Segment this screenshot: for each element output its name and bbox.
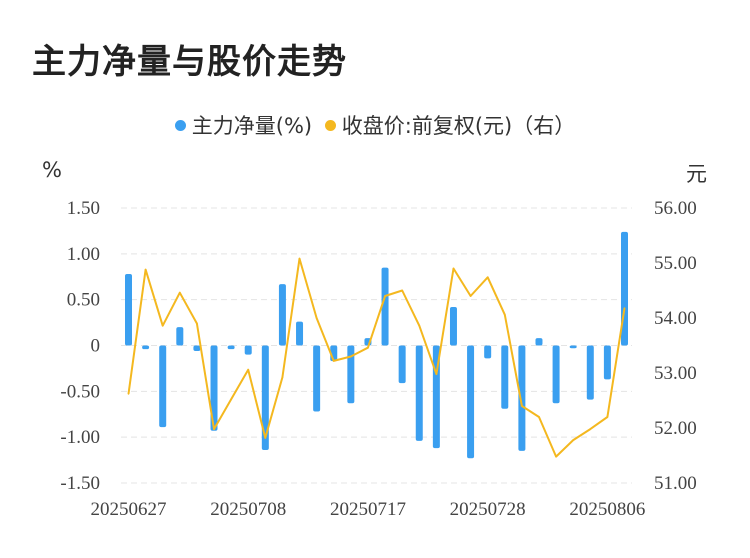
price-point (281, 376, 284, 379)
legend-line-label: 收盘价:前复权(元)（右） (341, 114, 576, 138)
bar (415, 345, 423, 441)
right-axis-unit: 元 (686, 162, 707, 186)
price-point (367, 346, 369, 349)
y-left-tick-label: -1.00 (60, 427, 100, 448)
bar (347, 345, 355, 404)
legend-bar-marker (174, 119, 186, 131)
y-left-tick-label: 0 (91, 336, 101, 357)
bar (518, 345, 526, 451)
legend-line-marker (324, 119, 336, 131)
legend-bar-label: 主力净量(%) (191, 114, 313, 138)
price-point (623, 307, 626, 309)
bar (125, 274, 132, 346)
price-point (332, 360, 335, 362)
bar (398, 345, 406, 384)
price-point (606, 416, 609, 418)
y-right-tick-label: 55.00 (654, 253, 697, 274)
y-left-tick-label: 0.50 (67, 290, 100, 311)
y-left-tick-label: -0.50 (60, 381, 100, 402)
chart-title: 主力净量与股价走势 (32, 42, 347, 82)
price-point (589, 428, 592, 430)
bar (176, 327, 184, 346)
price-point (418, 324, 421, 327)
bar (569, 345, 577, 349)
bar (261, 345, 269, 450)
bar (278, 284, 286, 346)
x-tick-label: 20250728 (450, 499, 526, 520)
bar (193, 345, 201, 351)
bar (210, 345, 218, 431)
price-point (452, 267, 455, 270)
bar (244, 345, 252, 355)
bar (313, 345, 321, 412)
price-point (179, 291, 181, 294)
x-tick-label: 20250708 (210, 499, 286, 520)
price-point (384, 295, 386, 297)
bar (535, 338, 543, 346)
bar (586, 345, 594, 400)
y-left-tick-label: 1.50 (67, 198, 100, 219)
price-point (572, 439, 574, 441)
legend: 主力净量(%) 收盘价:前复权(元)（右） (0, 110, 750, 140)
bar (381, 267, 389, 346)
bar (227, 345, 235, 350)
price-point (503, 313, 506, 316)
price-point (555, 455, 557, 458)
price-point (469, 295, 472, 297)
price-point (315, 317, 318, 319)
price-point (127, 393, 130, 395)
left-axis-unit: % (42, 158, 62, 182)
price-point (435, 373, 438, 375)
price-point (401, 289, 403, 292)
bar (159, 345, 167, 428)
price-point (486, 276, 489, 279)
legend-item-line[interactable]: 收盘价:前复权(元)（右） (324, 110, 576, 140)
price-point (213, 428, 215, 430)
y-right-tick-label: 56.00 (654, 198, 697, 219)
price-point (264, 437, 267, 439)
price-point (161, 324, 164, 327)
y-right-tick-label: 51.00 (654, 473, 697, 494)
bar (484, 345, 492, 359)
price-point (350, 355, 352, 358)
y-right-tick-label: 53.00 (654, 363, 697, 384)
bar (142, 345, 150, 350)
bar (467, 345, 475, 459)
price-point (144, 268, 147, 271)
price-point (196, 322, 198, 325)
price-line (127, 257, 626, 458)
price-point (247, 368, 250, 371)
x-tick-label: 20250717 (330, 499, 406, 520)
x-tick-label: 20250627 (91, 499, 167, 520)
legend-item-bar[interactable]: 主力净量(%) (174, 110, 313, 140)
y-right-tick-label: 52.00 (654, 418, 697, 439)
bar (296, 321, 304, 346)
y-left-tick-label: 1.00 (67, 244, 100, 265)
y-left-tick-label: -1.50 (60, 473, 100, 494)
y-right-tick-label: 54.00 (654, 308, 697, 329)
price-point (298, 257, 301, 260)
bar (501, 345, 509, 409)
bar (603, 345, 611, 380)
x-tick-label: 20250806 (569, 499, 645, 520)
price-point (230, 398, 232, 401)
bar (449, 307, 457, 346)
bar (552, 345, 560, 404)
price-point (521, 405, 523, 407)
price-point (538, 416, 540, 418)
